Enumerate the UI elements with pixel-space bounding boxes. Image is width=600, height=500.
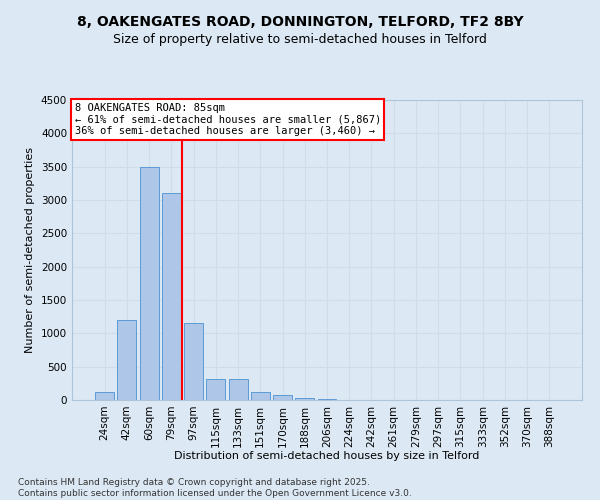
Y-axis label: Number of semi-detached properties: Number of semi-detached properties: [25, 147, 35, 353]
Bar: [162, 194, 181, 400]
Bar: [118, 320, 136, 400]
Bar: [95, 392, 114, 400]
Text: 8 OAKENGATES ROAD: 85sqm
← 61% of semi-detached houses are smaller (5,867)
36% o: 8 OAKENGATES ROAD: 85sqm ← 61% of semi-d…: [74, 103, 381, 136]
Bar: [229, 380, 248, 400]
Bar: [206, 378, 225, 400]
Text: Contains HM Land Registry data © Crown copyright and database right 2025.
Contai: Contains HM Land Registry data © Crown c…: [18, 478, 412, 498]
Bar: [184, 324, 203, 400]
Text: 8, OAKENGATES ROAD, DONNINGTON, TELFORD, TF2 8BY: 8, OAKENGATES ROAD, DONNINGTON, TELFORD,…: [77, 15, 523, 29]
Bar: [140, 166, 158, 400]
Bar: [273, 396, 292, 400]
X-axis label: Distribution of semi-detached houses by size in Telford: Distribution of semi-detached houses by …: [175, 451, 479, 461]
Bar: [295, 398, 314, 400]
Bar: [251, 392, 270, 400]
Text: Size of property relative to semi-detached houses in Telford: Size of property relative to semi-detach…: [113, 32, 487, 46]
